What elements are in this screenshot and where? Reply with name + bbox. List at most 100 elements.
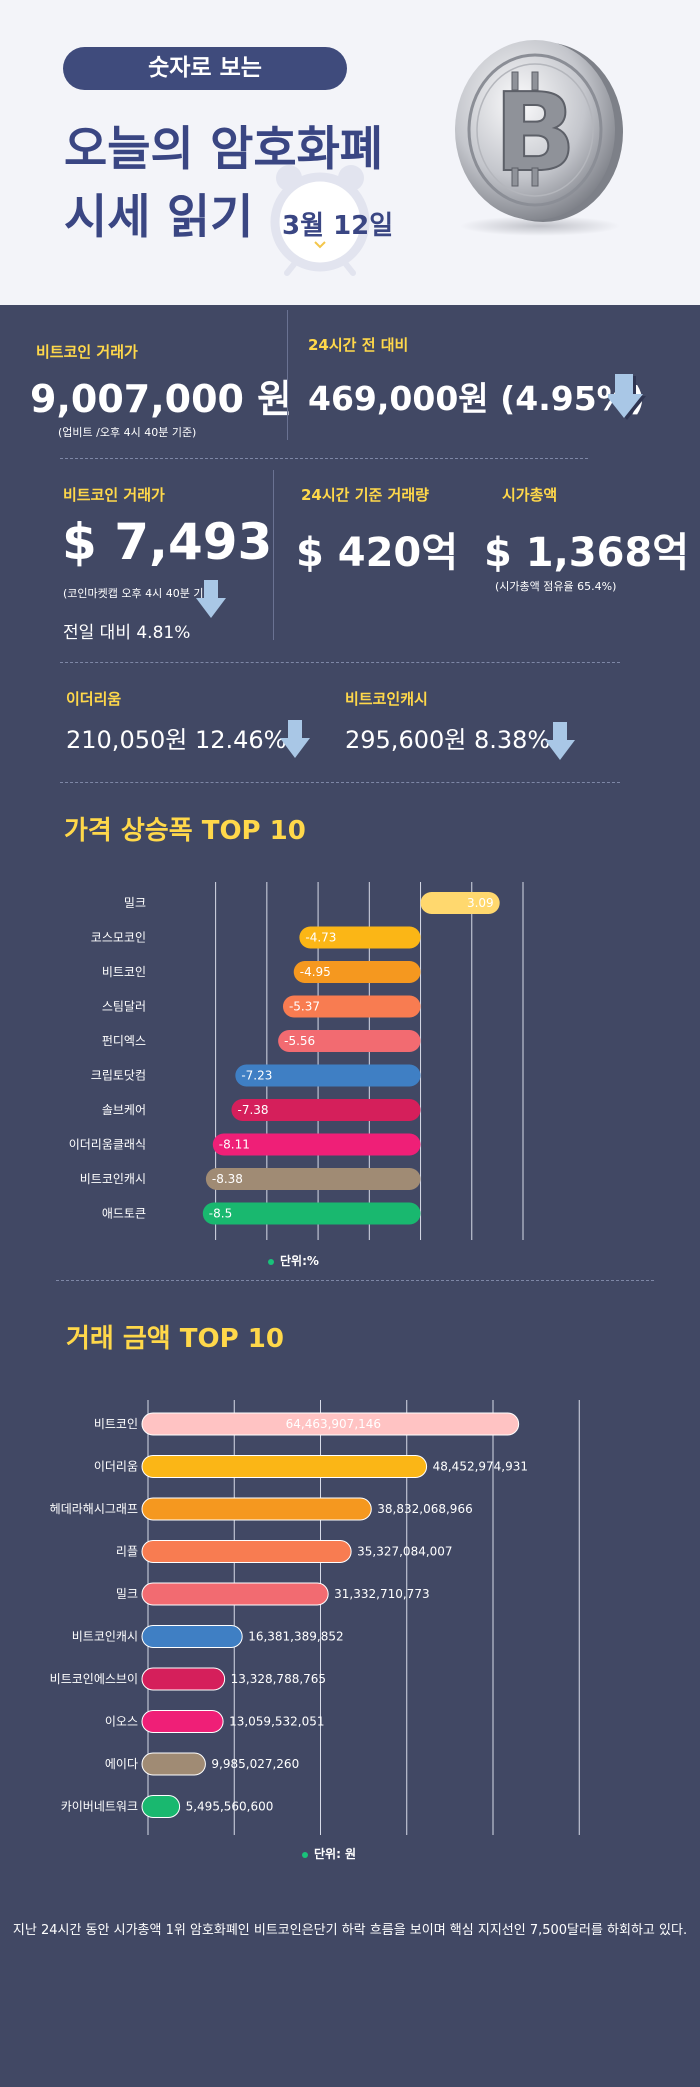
- page-title-line2: 시세 읽기: [64, 190, 254, 245]
- header: 숫자로 보는 오늘의 암호화폐 시세 읽기 3월 12일 B: [0, 0, 700, 305]
- chart-bar: [141, 1667, 226, 1691]
- category-label: 크립토닷컴: [91, 1069, 146, 1083]
- category-label: 이더리움클래식: [69, 1138, 146, 1152]
- category-label: 헤데라해시그래프: [50, 1502, 138, 1516]
- chart-bar: [141, 1455, 428, 1478]
- chart1-unit: 단위:%: [268, 1252, 319, 1269]
- chart-bar: [141, 1752, 206, 1776]
- category-label: 비트코인: [94, 1417, 138, 1431]
- change24-value: 469,000원 (4.95%): [308, 379, 645, 418]
- category-label: 카이버네트워크: [61, 1800, 138, 1814]
- bitcoin-coin-icon: B: [455, 40, 623, 236]
- category-label: 애드토큰: [102, 1207, 146, 1221]
- category-label: 에이다: [105, 1757, 138, 1771]
- down-arrow-icon: [608, 374, 646, 420]
- chart1-unit-label: 단위:%: [280, 1254, 319, 1268]
- category-label: 이더리움: [94, 1460, 138, 1474]
- data-label: -7.23: [241, 1069, 272, 1083]
- divider: [287, 310, 288, 440]
- chart-bar: [420, 892, 500, 914]
- category-label: 코스모코인: [91, 931, 146, 945]
- trade-volume-chart: 비트코인 64,463,907,146 이더리움 48,452,974,931 헤데라해…: [50, 1400, 580, 1835]
- chart-bar: [141, 1795, 181, 1818]
- data-label: -4.95: [300, 965, 331, 979]
- header-pill: 숫자로 보는: [63, 47, 347, 90]
- chart-bar: [141, 1497, 372, 1521]
- data-label: 5,495,560,600: [186, 1800, 274, 1814]
- data-label: -7.38: [237, 1103, 268, 1117]
- chart-bar: [299, 926, 421, 949]
- date-label: 3월 12일: [282, 211, 394, 241]
- chart-bar: [141, 1710, 224, 1733]
- down-arrow-icon: [280, 720, 310, 758]
- category-label: 밀크: [116, 1587, 138, 1601]
- divider: [273, 470, 274, 640]
- divider: [56, 1280, 654, 1281]
- category-label: 이오스: [105, 1715, 138, 1729]
- chart-bar: [293, 961, 421, 983]
- upbit-price-note: (업비트 /오후 4시 40분 기준): [58, 426, 197, 439]
- usd-price-label: 비트코인 거래가: [63, 486, 165, 504]
- volume-label: 24시간 기준 거래량: [301, 486, 429, 504]
- data-label: 35,327,084,007: [357, 1545, 452, 1559]
- data-label: 16,381,389,852: [248, 1630, 343, 1644]
- data-label: 38,832,068,966: [377, 1502, 472, 1516]
- chart1-title: 가격 상승폭 TOP 10: [64, 816, 306, 846]
- chart-bar: [141, 1540, 352, 1563]
- chart2-unit: 단위: 원: [302, 1845, 356, 1862]
- data-label: 31,332,710,773: [334, 1587, 429, 1601]
- chart-bar: [278, 1030, 421, 1052]
- category-label: 비트코인캐시: [80, 1172, 146, 1186]
- data-label: -5.37: [289, 1000, 320, 1014]
- down-arrow-icon: [545, 722, 575, 760]
- down-arrow-icon: [196, 580, 226, 618]
- ethereum-label: 이더리움: [66, 690, 122, 708]
- change24-label: 24시간 전 대비: [308, 336, 409, 354]
- category-label: 밀크: [124, 896, 146, 910]
- category-label: 솔브케어: [102, 1103, 146, 1117]
- data-label: -8.38: [212, 1172, 243, 1186]
- divider: [60, 662, 620, 663]
- category-label: 스팀달러: [102, 1000, 146, 1014]
- category-label: 펀디엑스: [102, 1034, 146, 1048]
- chart-bar: [231, 1099, 421, 1121]
- chart-bar: [202, 1202, 421, 1225]
- chart-bar: [141, 1412, 520, 1436]
- data-label: -5.56: [284, 1034, 315, 1048]
- data-label: 48,452,974,931: [433, 1460, 528, 1474]
- chart-bar: [141, 1582, 329, 1606]
- data-label: 64,463,907,146: [286, 1417, 381, 1431]
- marketcap-note: (시가총액 점유율 65.4%): [495, 580, 617, 593]
- volume-value: $ 420억: [296, 530, 459, 576]
- main-panel: [0, 305, 700, 2087]
- divider: [60, 782, 620, 783]
- data-label: -8.11: [219, 1138, 250, 1152]
- chart2-title: 거래 금액 TOP 10: [66, 1324, 284, 1354]
- marketcap-label: 시가총액: [502, 486, 558, 504]
- chart-bar: [282, 995, 421, 1018]
- usd-price-note: (코인마켓캡 오후 4시 40분 기준): [63, 587, 218, 600]
- chart-bar: [212, 1133, 421, 1156]
- upbit-price-label: 비트코인 거래가: [36, 343, 138, 361]
- data-label: 13,059,532,051: [229, 1715, 324, 1729]
- bitcoincash-value: 295,600원 8.38%: [345, 726, 551, 754]
- category-label: 비트코인캐시: [72, 1630, 138, 1644]
- footer-text: 지난 24시간 동안 시가총액 1위 암호화폐인 비트코인은단기 하락 흐름을 …: [12, 1923, 688, 1938]
- upbit-price-value: 9,007,000 원: [30, 377, 293, 421]
- chart-bar: [235, 1064, 421, 1087]
- price-change-chart: 밀크 3.09 코스모코인 -4.73 비트코인 -4.95 스팀달러 -5.37 펀디엑스 -5…: [69, 882, 524, 1240]
- bitcoincash-label: 비트코인캐시: [345, 690, 428, 708]
- category-label: 비트코인에스브이: [50, 1672, 138, 1686]
- usd-prev-change: 전일 대비 4.81%: [63, 623, 191, 643]
- page-title-line1: 오늘의 암호화폐: [64, 122, 384, 177]
- chart-bar: [205, 1168, 421, 1190]
- chart-bar: [141, 1625, 243, 1648]
- category-label: 리플: [116, 1545, 138, 1559]
- data-label: 3.09: [467, 896, 494, 910]
- divider: [60, 458, 588, 459]
- usd-price-value: $ 7,493: [62, 513, 273, 571]
- data-label: -4.73: [305, 931, 336, 945]
- category-label: 비트코인: [102, 965, 146, 979]
- marketcap-value: $ 1,368억: [484, 530, 690, 576]
- data-label: -8.5: [209, 1207, 232, 1221]
